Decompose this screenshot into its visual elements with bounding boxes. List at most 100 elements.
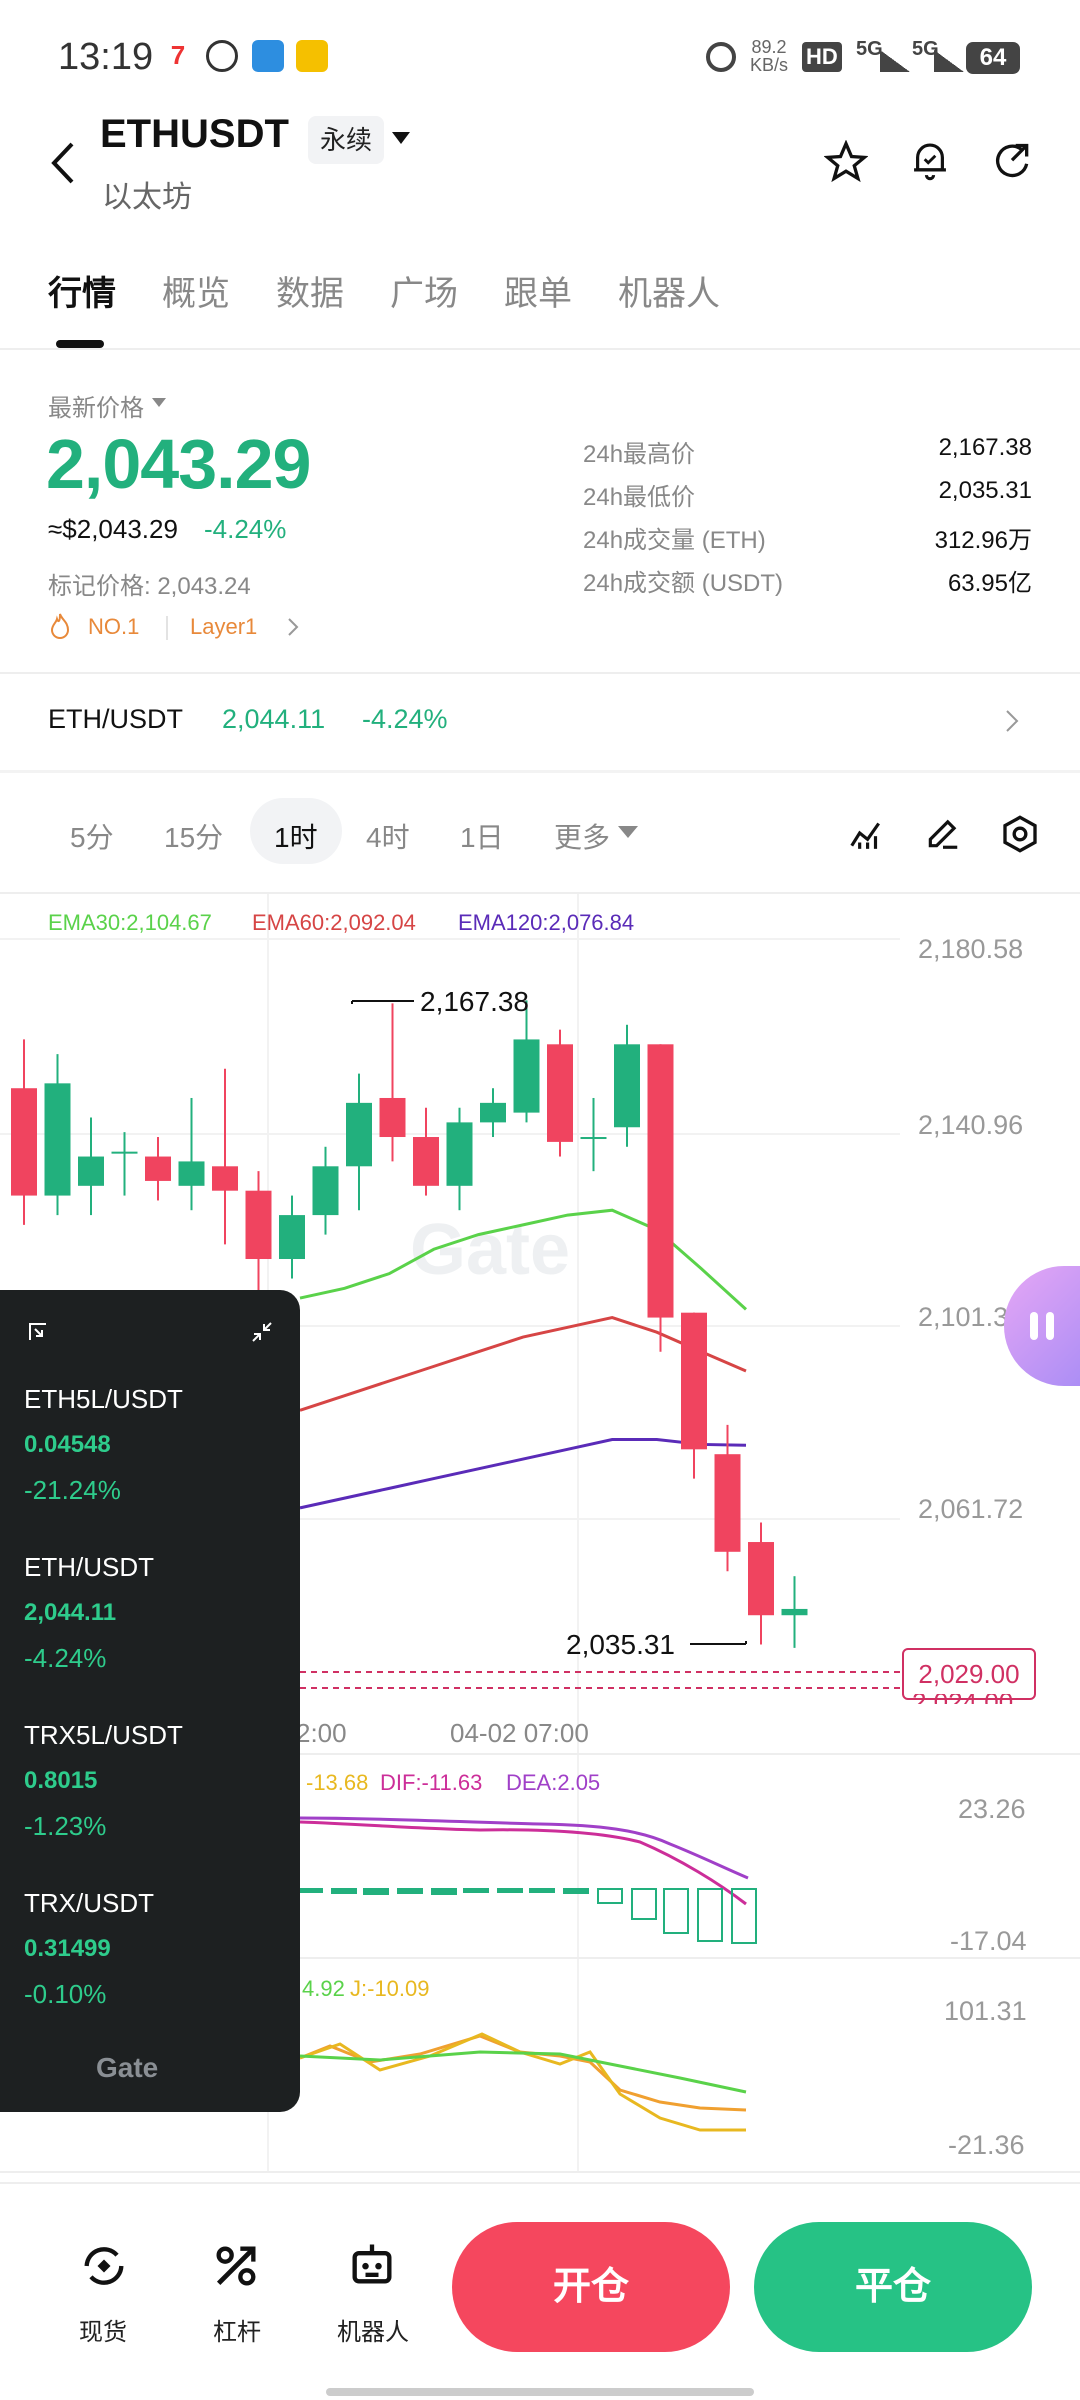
timeframe-1d[interactable]: 1日 xyxy=(460,822,504,853)
candle-body xyxy=(11,1088,37,1196)
signal-bars-icon xyxy=(880,50,910,72)
watchlist-price: 0.8015 xyxy=(24,1767,98,1794)
tab-market[interactable]: 行情 xyxy=(48,275,116,313)
candle-body xyxy=(413,1137,439,1186)
kdj-d-line xyxy=(299,2034,747,2112)
timeframe-15m[interactable]: 15分 xyxy=(164,822,224,853)
candle-body xyxy=(781,1608,808,1616)
macd-histogram-bar xyxy=(529,1888,555,1893)
watchlist-change: -0.10% xyxy=(24,1979,107,2009)
indicators-icon[interactable] xyxy=(846,814,886,852)
macd-histogram-bar xyxy=(463,1888,489,1893)
kdj-legend: 4.92 xyxy=(302,1976,345,2001)
contract-type-badge[interactable]: 永续 xyxy=(308,116,384,164)
divider xyxy=(166,616,168,640)
star-icon[interactable] xyxy=(824,140,868,184)
symbol-name: 以太坊 xyxy=(102,181,192,214)
spot-icon[interactable] xyxy=(78,2240,130,2292)
price-change: -4.24% xyxy=(204,514,287,544)
watchlist-price: 0.04548 xyxy=(24,1431,111,1458)
divider xyxy=(0,672,1080,674)
candle-body xyxy=(446,1122,473,1186)
back-arrow-icon[interactable] xyxy=(44,138,84,188)
hd-icon: HD xyxy=(802,42,842,72)
chart-settings-icon[interactable] xyxy=(1000,814,1040,854)
candle-body xyxy=(346,1102,372,1167)
latest-price-label[interactable]: 最新价格 xyxy=(48,395,144,422)
app-notification-icon xyxy=(252,40,284,72)
macd-histogram-bar xyxy=(663,1888,689,1934)
nav-margin[interactable]: 杠杆 xyxy=(213,2319,261,2346)
caret-down-icon[interactable] xyxy=(618,826,638,840)
tab-overview[interactable]: 概览 xyxy=(162,275,230,313)
timeframe-5m[interactable]: 5分 xyxy=(70,822,114,853)
y-axis-label: 2,180.58 xyxy=(918,934,1024,964)
candle-body xyxy=(78,1156,104,1186)
caret-down-icon[interactable] xyxy=(392,132,410,146)
timeframe-more[interactable]: 更多 xyxy=(554,822,611,853)
candle-body xyxy=(279,1215,305,1260)
ema60-line xyxy=(299,1316,747,1412)
open-position-button[interactable]: 开仓 xyxy=(452,2222,730,2352)
fire-icon xyxy=(50,613,70,639)
macd-dea-line xyxy=(299,1816,749,1880)
stat-turnover-value: 63.95亿 xyxy=(947,570,1032,597)
macd-histogram-bar xyxy=(397,1888,423,1894)
app-notification-icon xyxy=(206,40,238,72)
home-indicator[interactable] xyxy=(326,2388,754,2396)
caret-down-icon[interactable] xyxy=(152,398,166,408)
tab-square[interactable]: 广场 xyxy=(390,275,458,313)
kdj-j-legend: J:-10.09 xyxy=(350,1976,430,2001)
macd-histogram-bar xyxy=(631,1888,657,1920)
watchlist-change: -4.24% xyxy=(24,1643,107,1673)
timeframe-1h[interactable]: 1时 xyxy=(274,822,318,853)
signal-5g-1: 5G xyxy=(856,38,883,60)
watchlist-item[interactable]: TRX/USDT 0.31499 -0.10% xyxy=(24,1888,154,2010)
tab-copy-trading[interactable]: 跟单 xyxy=(504,275,572,313)
tab-data[interactable]: 数据 xyxy=(276,275,344,313)
ema30-legend: EMA30:2,104.67 xyxy=(48,910,212,935)
price-alert-bell-icon[interactable] xyxy=(908,138,952,184)
draw-pen-icon[interactable] xyxy=(924,814,962,852)
ema120-line xyxy=(299,1438,747,1510)
stat-volume-value: 312.96万 xyxy=(934,527,1032,554)
share-icon[interactable] xyxy=(990,140,1034,184)
spot-price: 2,044.11 xyxy=(222,704,326,734)
kdj-y-label: 101.31 xyxy=(944,1996,1027,2026)
macd-histogram-bar xyxy=(431,1888,457,1895)
alarm-icon xyxy=(706,42,736,72)
candle-body xyxy=(748,1542,774,1616)
close-position-button[interactable]: 平仓 xyxy=(754,2222,1032,2352)
active-timeframe-bg xyxy=(250,798,342,864)
category-tag[interactable]: Layer1 xyxy=(190,614,258,639)
macd-dif-line xyxy=(299,1820,747,1906)
expand-icon[interactable] xyxy=(26,1320,50,1344)
watchlist-item[interactable]: TRX5L/USDT 0.8015 -1.23% xyxy=(24,1720,183,1842)
current-price-tag[interactable]: 2,029.00 xyxy=(902,1648,1036,1700)
symbol-title[interactable]: ETHUSDT xyxy=(100,112,289,156)
spot-pair-row[interactable]: ETH/USDT 2,044.11 -4.24% xyxy=(0,674,1080,774)
macd-y-label: -17.04 xyxy=(950,1926,1027,1956)
nav-spot[interactable]: 现货 xyxy=(79,2319,127,2346)
macd-histogram-bar xyxy=(697,1888,723,1942)
kdj-k-line xyxy=(299,2050,747,2094)
robot-icon[interactable] xyxy=(346,2238,398,2290)
margin-icon[interactable] xyxy=(210,2240,262,2292)
watchlist-item[interactable]: ETH/USDT 2,044.11 -4.24% xyxy=(24,1552,154,1674)
net-speed-unit: KB/s xyxy=(750,55,789,75)
watchlist-symbol: TRX5L/USDT xyxy=(24,1720,183,1750)
y-axis-label: 2,140.96 xyxy=(918,1110,1024,1140)
candle-body xyxy=(111,1151,138,1154)
watchlist-item[interactable]: ETH5L/USDT 0.04548 -21.24% xyxy=(24,1384,183,1506)
timeframe-4h[interactable]: 4时 xyxy=(366,822,410,853)
rank-tag[interactable]: NO.1 xyxy=(88,614,140,639)
candle-body xyxy=(379,1097,406,1138)
ema60-legend: EMA60:2,092.04 xyxy=(252,910,416,935)
collapse-icon[interactable] xyxy=(250,1320,274,1344)
watchlist-price: 0.31499 xyxy=(24,1935,111,1962)
nav-bots[interactable]: 机器人 xyxy=(337,2319,409,2346)
stat-high-value: 2,167.38 xyxy=(938,434,1032,461)
chevron-right-icon[interactable] xyxy=(286,616,300,638)
app-notification-icon: 7 xyxy=(162,40,194,72)
tab-bots[interactable]: 机器人 xyxy=(618,275,720,313)
